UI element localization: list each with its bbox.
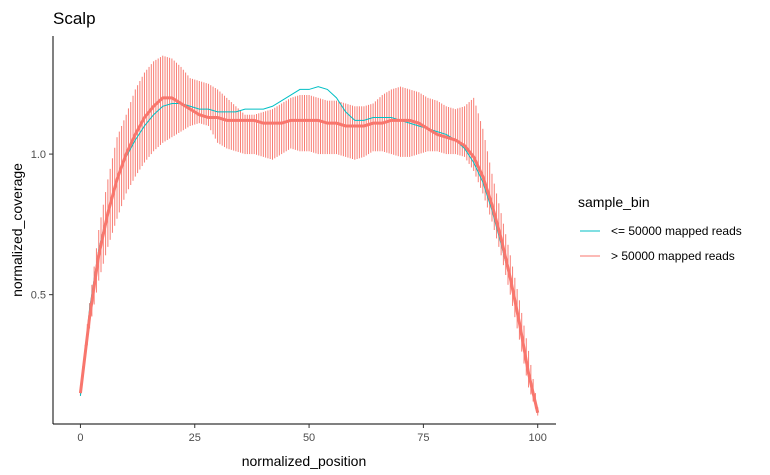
x-tick-label-0: 0 xyxy=(77,432,83,444)
y-axis-ticks: 0.5 1.0 xyxy=(31,149,53,302)
legend-label-high: > 50000 mapped reads xyxy=(611,249,735,263)
x-tick-label-1: 25 xyxy=(189,432,201,444)
legend-label-low: <= 50000 mapped reads xyxy=(611,224,742,238)
x-axis-ticks: 0 25 50 75 100 xyxy=(77,424,547,444)
y-tick-label-0: 0.5 xyxy=(31,290,46,302)
y-axis-label: normalized_coverage xyxy=(9,163,25,297)
series-lines xyxy=(78,86,540,414)
chart-title: Scalp xyxy=(53,9,96,28)
legend: sample_bin <= 50000 mapped reads > 50000… xyxy=(578,194,742,263)
x-axis-label: normalized_position xyxy=(242,453,367,469)
legend-title: sample_bin xyxy=(578,194,650,210)
x-tick-label-4: 100 xyxy=(529,432,547,444)
series-line-1 xyxy=(78,96,540,414)
series-line-0 xyxy=(79,86,539,413)
y-tick-label-1: 1.0 xyxy=(31,149,46,161)
x-tick-label-2: 50 xyxy=(303,432,315,444)
x-tick-label-3: 75 xyxy=(417,432,429,444)
